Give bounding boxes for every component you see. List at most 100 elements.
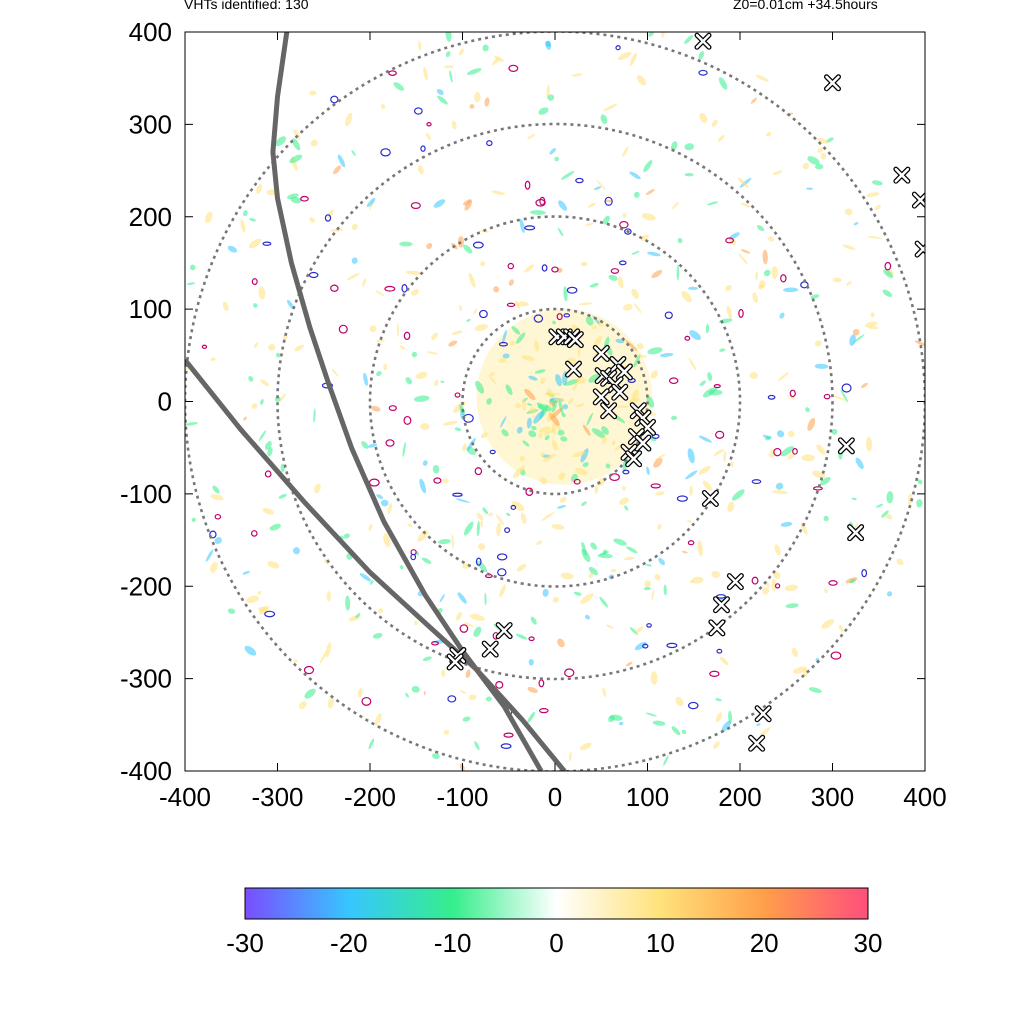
- field-speckle: [254, 341, 259, 349]
- vht-marker: [634, 409, 652, 427]
- field-speckle: [787, 430, 795, 438]
- field-speckle: [861, 382, 868, 389]
- vht-marker: [600, 402, 618, 420]
- field-speckle: [609, 714, 623, 721]
- field-speckle: [520, 512, 527, 524]
- field-speckle: [499, 584, 507, 598]
- x-tick-label: -200: [344, 782, 396, 812]
- field-speckle: [462, 443, 467, 452]
- field-speckle: [472, 308, 478, 315]
- field-speckle: [406, 270, 422, 275]
- field-speckle: [464, 200, 473, 211]
- field-speckle: [867, 236, 882, 239]
- contour-loop: [454, 392, 461, 398]
- field-speckle: [417, 165, 424, 175]
- field-speckle: [189, 264, 196, 271]
- field-speckle: [260, 398, 264, 405]
- field-speckle: [650, 671, 658, 685]
- contour-loop: [401, 284, 408, 293]
- field-speckle: [443, 65, 454, 69]
- field-speckle: [849, 578, 856, 584]
- field-speckle: [524, 264, 535, 273]
- field-speckle: [675, 696, 684, 707]
- field-speckle: [536, 540, 543, 546]
- field-speckle: [608, 274, 618, 281]
- field-speckle: [546, 410, 554, 422]
- y-tick-label: 100: [129, 294, 172, 324]
- field-speckle: [376, 339, 385, 343]
- contour-loop: [388, 70, 397, 76]
- field-speckle: [519, 218, 525, 233]
- field-speckle: [604, 199, 613, 203]
- field-speckle: [490, 784, 503, 795]
- field-speckle: [540, 377, 546, 384]
- field-speckle: [491, 190, 506, 195]
- field-speckle: [476, 512, 484, 521]
- field-speckle: [516, 563, 527, 572]
- contour-loop: [489, 449, 496, 455]
- field-speckle: [371, 405, 381, 412]
- contour-loop: [452, 492, 463, 497]
- field-speckle: [480, 261, 486, 267]
- field-speckle: [423, 67, 429, 81]
- contour-loop: [609, 473, 620, 482]
- vht-marker: [694, 32, 712, 50]
- field-speckle: [707, 372, 713, 382]
- field-speckle: [803, 668, 808, 677]
- range-ring: [276, 122, 834, 681]
- field-speckle: [414, 620, 418, 626]
- field-speckle: [468, 272, 476, 288]
- field-speckle: [482, 507, 489, 515]
- field-speckle: [766, 131, 772, 137]
- field-speckle: [434, 379, 439, 387]
- vht-marker: [701, 489, 719, 507]
- field-speckle: [491, 57, 500, 65]
- field-speckle: [629, 171, 641, 180]
- field-speckle: [463, 521, 474, 536]
- track-line: [185, 358, 567, 771]
- field-speckle: [469, 104, 475, 109]
- field-speckle: [463, 244, 473, 254]
- field-speckle: [617, 276, 624, 289]
- field-speckle: [227, 245, 238, 253]
- field-speckle: [269, 523, 281, 531]
- colorbar: -30 -20 -10 0 10 20 30: [226, 887, 882, 958]
- field-speckle: [588, 373, 600, 383]
- field-speckle: [512, 466, 525, 479]
- field-speckle: [779, 312, 785, 319]
- field-speckle: [459, 689, 467, 694]
- field-speckle: [538, 107, 549, 115]
- field-speckle: [606, 775, 614, 787]
- field-speckle: [433, 199, 446, 208]
- field-speckle: [399, 345, 406, 350]
- field-speckle: [883, 269, 894, 279]
- field-speckle: [257, 607, 268, 612]
- field-speckle: [368, 738, 375, 750]
- field-speckle: [530, 616, 537, 625]
- field-speckle: [210, 494, 224, 501]
- field-speckle: [545, 40, 552, 50]
- field-speckle: [927, 281, 932, 285]
- field-speckle: [383, 363, 388, 371]
- field-speckle: [776, 430, 785, 438]
- field-speckle: [511, 326, 521, 335]
- field-speckle: [702, 480, 713, 492]
- field-speckle: [445, 32, 452, 42]
- contour-loop: [431, 640, 439, 646]
- contour-loop: [610, 268, 620, 274]
- field-speckle: [410, 289, 420, 296]
- field-speckle: [528, 430, 537, 438]
- contour-loop: [503, 732, 514, 738]
- field-speckle: [309, 90, 317, 96]
- field-speckle: [262, 507, 274, 515]
- field-speckle: [580, 448, 589, 463]
- field-speckle: [584, 614, 590, 620]
- field-speckle: [548, 401, 553, 409]
- field-speckle: [357, 687, 363, 698]
- field-speckle: [676, 264, 680, 281]
- field-speckle: [731, 489, 745, 501]
- field-speckle: [449, 70, 453, 83]
- field-speckle: [820, 476, 831, 486]
- contour-loop: [214, 513, 222, 520]
- field-speckle: [367, 443, 378, 448]
